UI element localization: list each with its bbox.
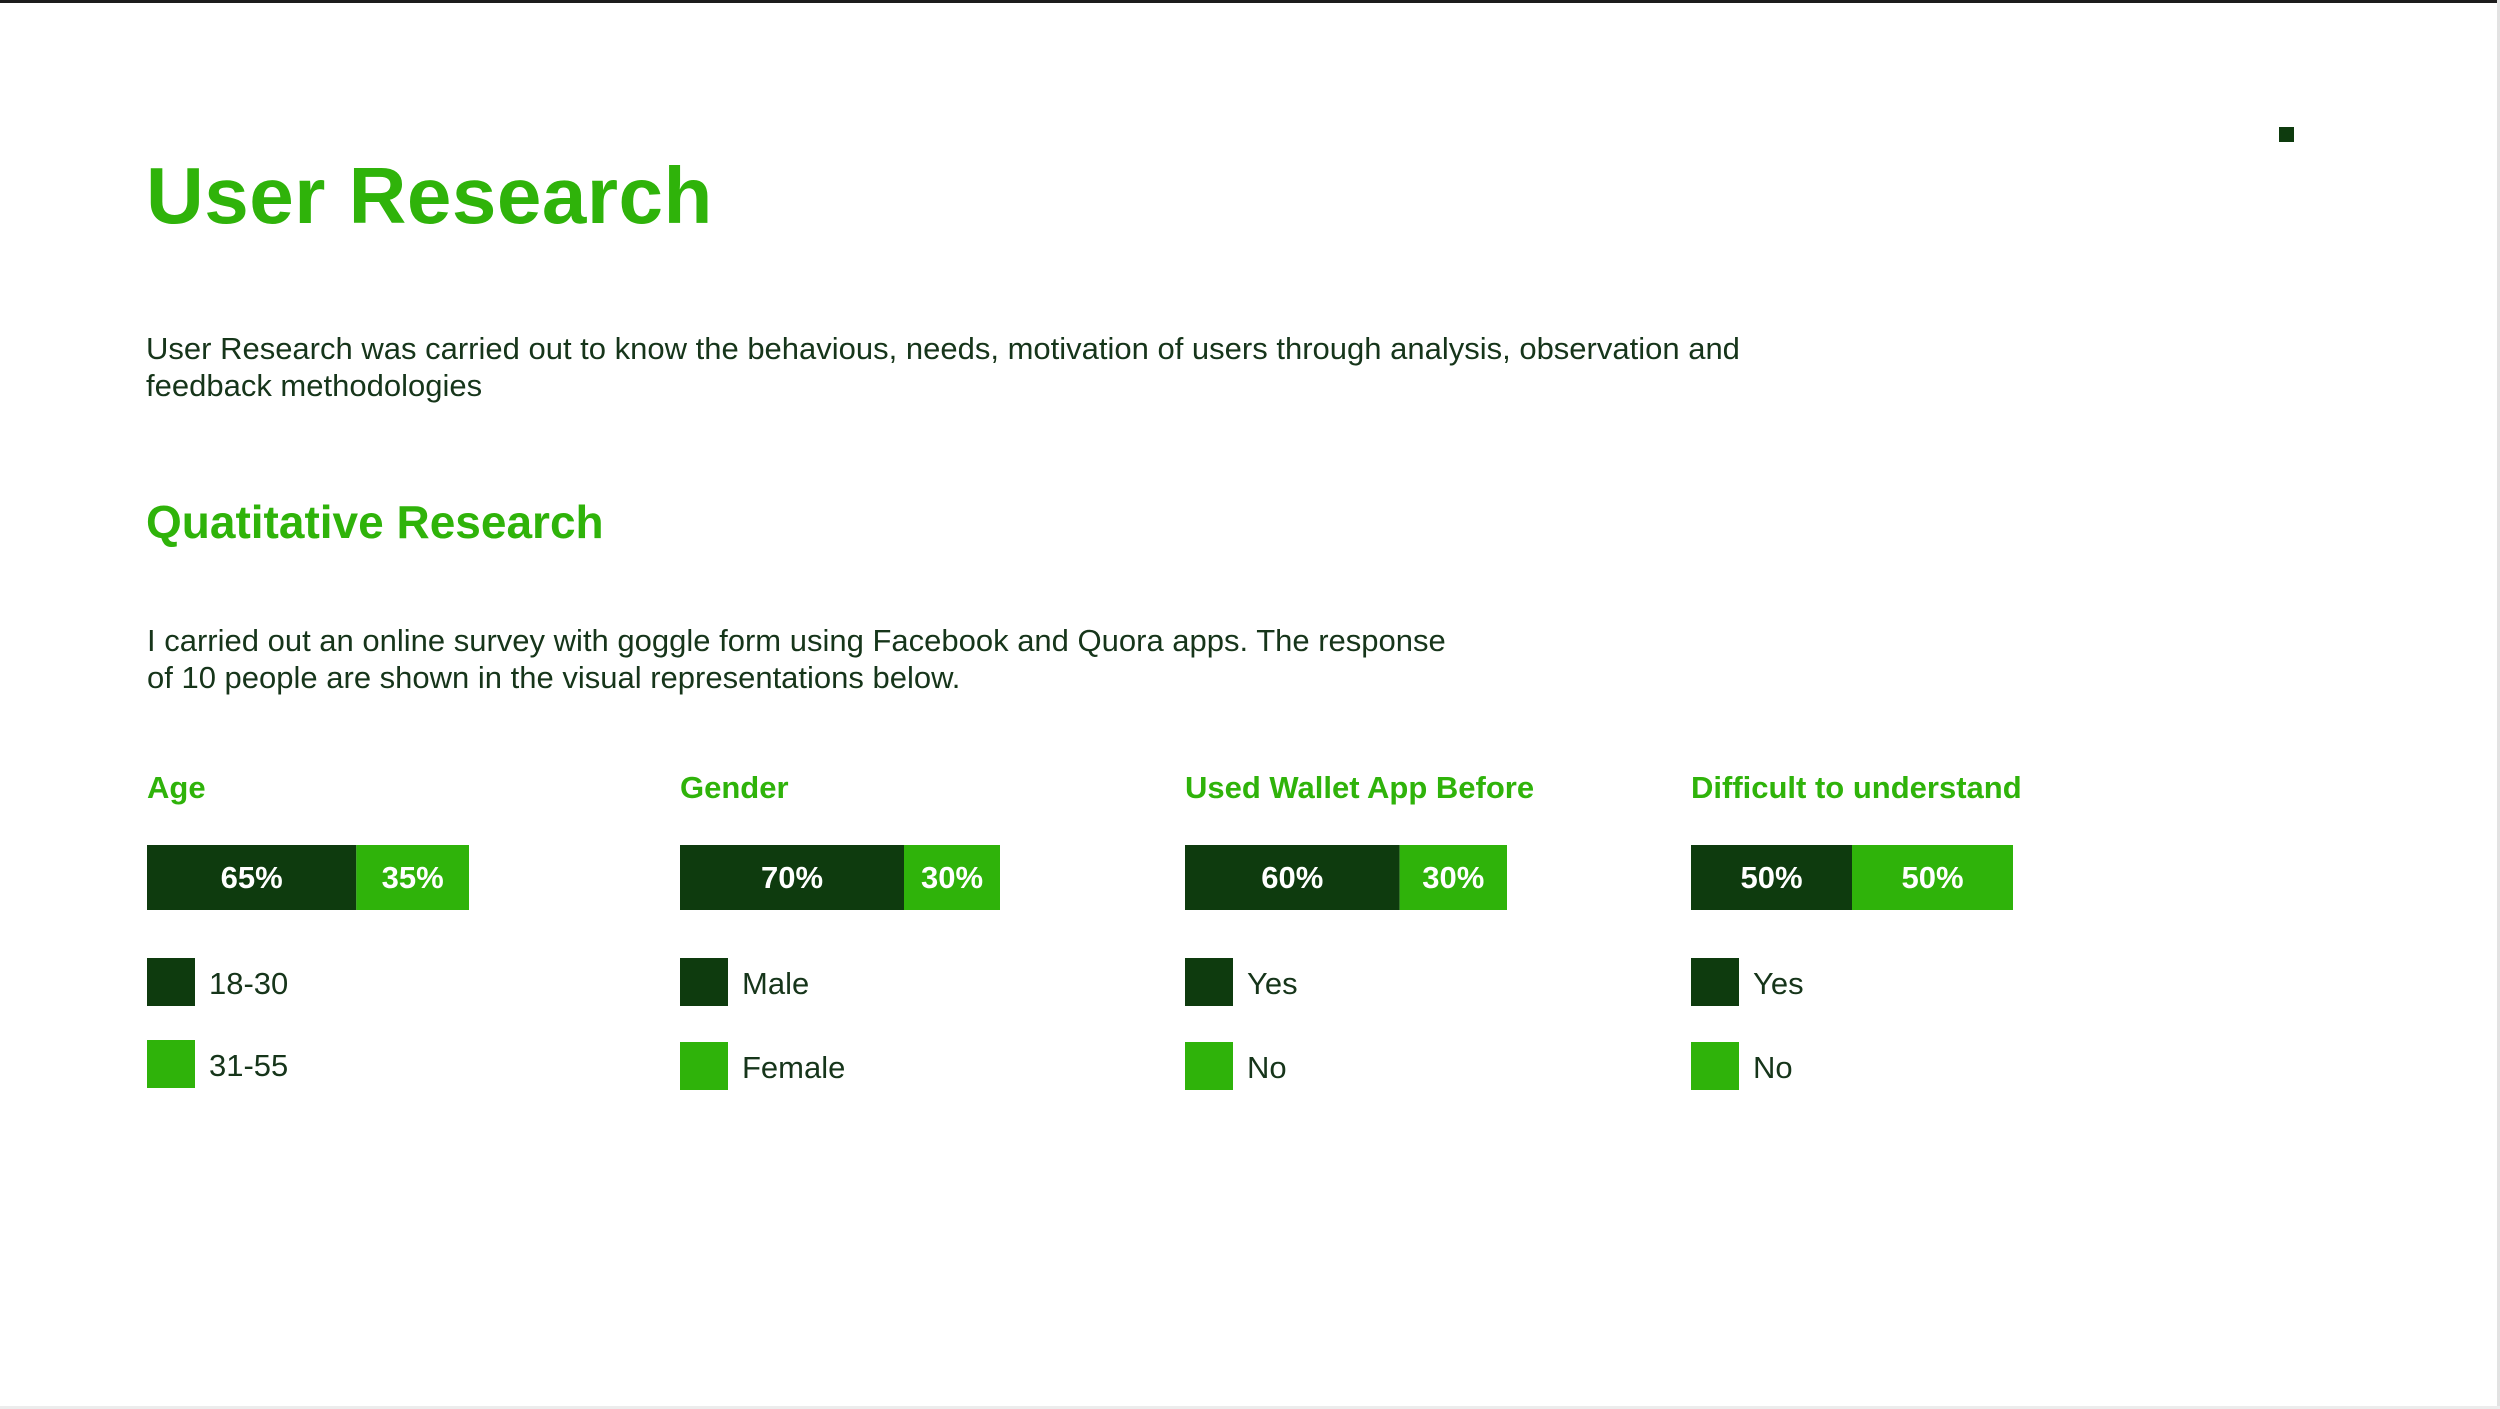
- bar-value-label: 65%: [221, 860, 283, 895]
- chart-title: Difficult to understand: [1691, 770, 2022, 805]
- gender-chart: Gender 70% 30% Male Female: [680, 770, 1100, 1100]
- top-border: [0, 0, 2500, 3]
- stacked-bar: 70% 30%: [680, 845, 1000, 910]
- intro-paragraph: User Research was carried out to know th…: [146, 331, 1740, 403]
- wallet-app-chart: Used Wallet App Before 60% 30% Yes No: [1185, 770, 1605, 1100]
- legend-swatch: [147, 958, 195, 1006]
- bar-value-label: 30%: [1422, 860, 1484, 895]
- stacked-bar: 50% 50%: [1691, 845, 2013, 910]
- legend-label: Female: [742, 1050, 846, 1085]
- bar-segment-light: [356, 845, 469, 910]
- bar-segment-light: [904, 845, 1000, 910]
- legend-swatch: [147, 1040, 195, 1088]
- survey-paragraph: I carried out an online survey with gogg…: [147, 623, 1446, 695]
- bar-value-label: 70%: [761, 860, 823, 895]
- chart-title: Age: [147, 770, 206, 805]
- bar-value-label: 35%: [382, 860, 444, 895]
- stacked-bar: 65% 35%: [147, 845, 469, 910]
- legend-label: 31-55: [209, 1048, 289, 1083]
- legend-swatch: [680, 958, 728, 1006]
- age-chart: Age 65% 35% 18-30 31-55: [147, 770, 567, 1100]
- bar-segment-light: [1399, 845, 1507, 910]
- bar-segment-light: [1852, 845, 2013, 910]
- bar-segment-dark: [1185, 845, 1400, 910]
- legend-swatch: [1691, 1042, 1739, 1090]
- legend-swatch: [1691, 958, 1739, 1006]
- square-marker-icon: [2279, 127, 2294, 142]
- legend-swatch: [1185, 1042, 1233, 1090]
- legend-swatch: [1185, 958, 1233, 1006]
- legend-label: No: [1753, 1050, 1793, 1085]
- bar-value-label: 60%: [1261, 860, 1323, 895]
- section-title: Quatitative Research: [146, 496, 604, 548]
- chart-title: Used Wallet App Before: [1185, 770, 1535, 805]
- right-border: [2497, 0, 2500, 1409]
- stacked-bar: 60% 30%: [1185, 845, 1507, 910]
- legend-label: No: [1247, 1050, 1287, 1085]
- bar-segment-dark: [1691, 845, 1852, 910]
- legend-label: Yes: [1247, 966, 1298, 1001]
- legend-label: Male: [742, 966, 810, 1001]
- page-title: User Research: [146, 151, 713, 240]
- bar-segment-dark: [147, 845, 357, 910]
- bar-value-label: 30%: [921, 860, 983, 895]
- legend-swatch: [680, 1042, 728, 1090]
- bar-value-label: 50%: [1740, 860, 1802, 895]
- bar-value-label: 50%: [1901, 860, 1963, 895]
- bar-segment-dark: [680, 845, 904, 910]
- difficulty-chart: Difficult to understand 50% 50% Yes No: [1691, 770, 2111, 1100]
- chart-title: Gender: [680, 770, 789, 805]
- legend-label: Yes: [1753, 966, 1804, 1001]
- bottom-border: [0, 1406, 2500, 1409]
- legend-label: 18-30: [209, 966, 289, 1001]
